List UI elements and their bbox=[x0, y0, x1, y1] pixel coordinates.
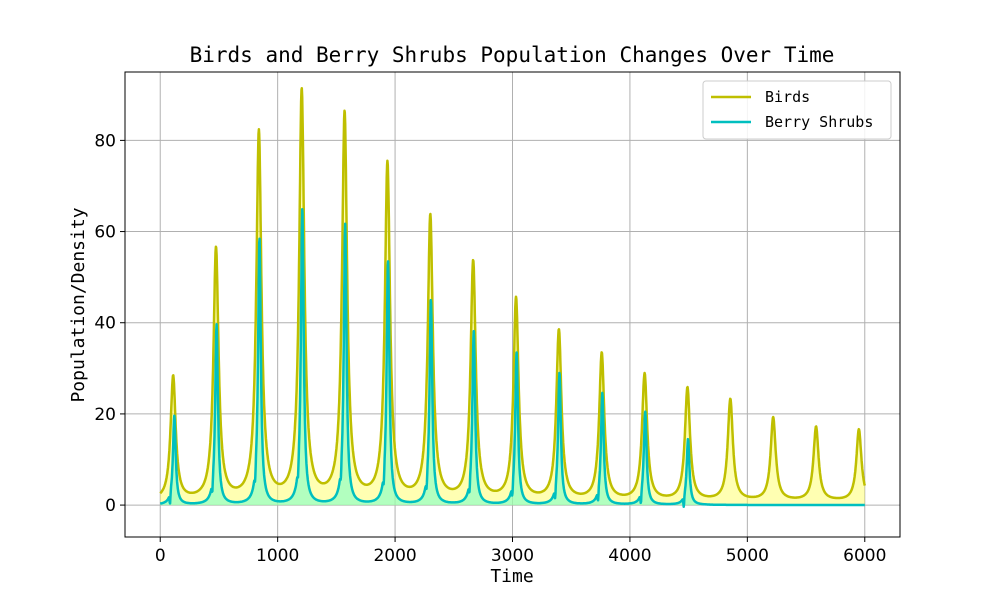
y-axis-ticks: 0 20 40 60 80 bbox=[94, 131, 125, 516]
y-axis-label: Population/Density bbox=[68, 207, 89, 402]
legend-label-birds: Birds bbox=[765, 88, 810, 106]
x-tick-label: 0 bbox=[155, 546, 166, 566]
series-lines bbox=[159, 86, 867, 509]
y-tick-label: 60 bbox=[94, 223, 116, 243]
legend: Birds Berry Shrubs bbox=[702, 80, 892, 140]
x-tick-label: 5000 bbox=[726, 546, 769, 566]
y-tick-label: 40 bbox=[94, 314, 116, 334]
y-tick-label: 80 bbox=[94, 131, 116, 151]
y-tick-label: 20 bbox=[94, 405, 116, 425]
x-axis-ticks: 0 1000 2000 3000 4000 5000 6000 bbox=[155, 537, 886, 566]
y-tick-label: 0 bbox=[105, 496, 116, 516]
legend-label-berry-shrubs: Berry Shrubs bbox=[765, 113, 873, 131]
x-tick-label: 3000 bbox=[491, 546, 534, 566]
x-tick-label: 4000 bbox=[608, 546, 651, 566]
x-tick-label: 2000 bbox=[373, 546, 416, 566]
legend-box bbox=[702, 80, 892, 140]
x-axis-label: Time bbox=[490, 566, 533, 587]
x-tick-label: 6000 bbox=[843, 546, 886, 566]
x-tick-label: 1000 bbox=[256, 546, 299, 566]
line-birds bbox=[159, 86, 867, 500]
line-berry-shrubs bbox=[159, 207, 866, 509]
chart-title: Birds and Berry Shrubs Population Change… bbox=[190, 43, 835, 67]
